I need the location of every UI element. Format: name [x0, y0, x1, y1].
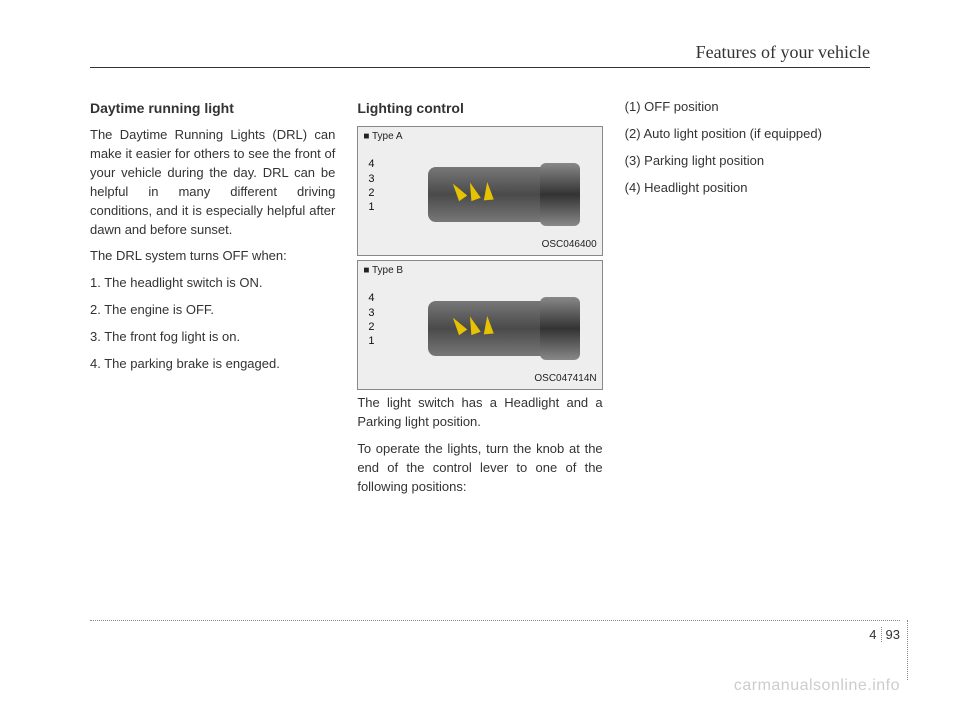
position-list-item: (3) Parking light position — [625, 152, 870, 171]
knob-graphic — [540, 297, 580, 360]
lighting-heading: Lighting control — [357, 98, 602, 118]
columns: Daytime running light The Daytime Runnin… — [90, 98, 870, 505]
column-right: (1) OFF position (2) Auto light position… — [625, 98, 870, 505]
drl-list-item: 4. The parking brake is engaged. — [90, 355, 335, 374]
page-content: Features of your vehicle Daytime running… — [90, 40, 870, 505]
figure-a-label: ■ Type A — [363, 130, 402, 145]
figure-num: 4 — [368, 157, 374, 171]
figure-b-code: OSC047414N — [534, 372, 596, 387]
watermark-text: carmanualsonline.info — [734, 677, 900, 695]
figure-num: 2 — [368, 186, 374, 200]
footer-rule: 4 93 — [90, 620, 900, 650]
header-title: Features of your vehicle — [696, 42, 870, 63]
drl-paragraph-2: The DRL system turns OFF when: — [90, 247, 335, 266]
figure-a-position-numbers: 4 3 2 1 — [368, 157, 374, 214]
chapter-number: 4 — [869, 627, 881, 642]
position-list-item: (1) OFF position — [625, 98, 870, 117]
figure-num: 4 — [368, 291, 374, 305]
drl-list-item: 3. The front fog light is on. — [90, 328, 335, 347]
header-rule: Features of your vehicle — [90, 40, 870, 68]
arrow-icon — [483, 182, 495, 201]
stalk-graphic — [428, 301, 578, 356]
drl-paragraph-1: The Daytime Running Lights (DRL) can mak… — [90, 126, 335, 239]
figure-type-a: ■ Type A 4 3 2 1 OSC046400 — [357, 126, 602, 256]
footer-dotted-divider — [907, 620, 908, 680]
stalk-graphic — [428, 167, 578, 222]
lighting-paragraph-1: The light switch has a Headlight and a P… — [357, 394, 602, 432]
figure-b-label: ■ Type B — [363, 264, 403, 279]
figure-num: 3 — [368, 306, 374, 320]
arrow-icon — [483, 316, 495, 335]
position-list-item: (2) Auto light position (if equipped) — [625, 125, 870, 144]
lighting-paragraph-2: To operate the lights, turn the knob at … — [357, 440, 602, 497]
figure-num: 1 — [368, 334, 374, 348]
figure-num: 1 — [368, 200, 374, 214]
figure-num: 3 — [368, 172, 374, 186]
knob-graphic — [540, 163, 580, 226]
figure-type-b: ■ Type B 4 3 2 1 OSC047414N — [357, 260, 602, 390]
page-number-value: 93 — [886, 627, 900, 642]
position-list-item: (4) Headlight position — [625, 179, 870, 198]
drl-list-item: 1. The headlight switch is ON. — [90, 274, 335, 293]
column-middle: Lighting control ■ Type A 4 3 2 1 OSC046… — [357, 98, 602, 505]
page-number: 4 93 — [869, 627, 900, 642]
drl-list-item: 2. The engine is OFF. — [90, 301, 335, 320]
drl-heading: Daytime running light — [90, 98, 335, 118]
figure-num: 2 — [368, 320, 374, 334]
figure-b-position-numbers: 4 3 2 1 — [368, 291, 374, 348]
figure-a-code: OSC046400 — [542, 238, 597, 253]
column-left: Daytime running light The Daytime Runnin… — [90, 98, 335, 505]
